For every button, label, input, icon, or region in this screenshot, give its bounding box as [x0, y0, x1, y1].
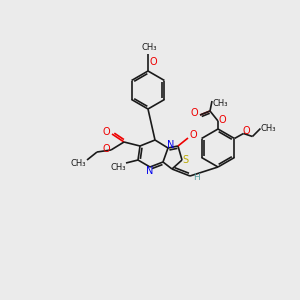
Text: CH₃: CH₃ [141, 44, 157, 52]
Text: CH₃: CH₃ [261, 124, 276, 133]
Text: CH₃: CH₃ [110, 163, 126, 172]
Text: N: N [167, 140, 175, 150]
Text: O: O [102, 127, 110, 137]
Text: S: S [182, 155, 188, 165]
Text: O: O [189, 130, 197, 140]
Text: O: O [190, 108, 198, 118]
Text: O: O [218, 115, 226, 125]
Text: N: N [146, 166, 154, 176]
Text: O: O [243, 127, 250, 136]
Text: O: O [102, 144, 110, 154]
Text: CH₃: CH₃ [212, 98, 228, 107]
Text: O: O [149, 57, 157, 67]
Text: H: H [194, 173, 200, 182]
Text: CH₃: CH₃ [70, 158, 86, 167]
